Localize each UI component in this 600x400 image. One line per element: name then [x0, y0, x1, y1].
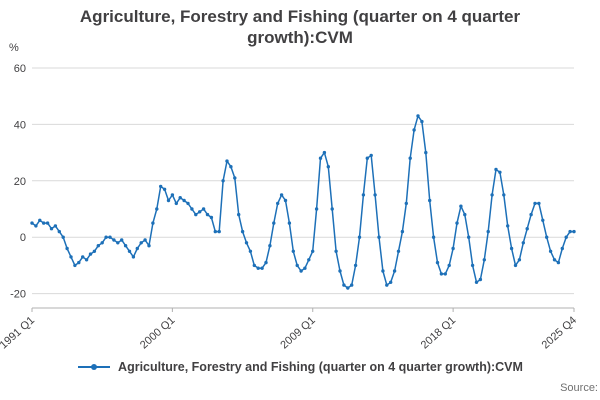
y-tick-label: -20: [10, 289, 26, 301]
plot-area: 60 40 20 0 -20 1991 Q1 2000 Q1 2009 Q1 2018 Q1 20…: [0, 63, 579, 351]
legend-label: Agriculture, Forestry and Fishing (quart…: [118, 360, 523, 374]
data-points: [30, 114, 576, 290]
y-tick-label: 0: [20, 232, 26, 244]
x-tick-label: 2009 Q1: [278, 314, 317, 351]
x-tick-labels: 1991 Q1 2000 Q1 2009 Q1 2018 Q1 2025 Q4: [0, 308, 579, 351]
legend: Agriculture, Forestry and Fishing (quart…: [0, 360, 600, 374]
x-tick-label: 2018 Q1: [419, 314, 458, 351]
legend-line-icon: [78, 364, 111, 370]
y-gridlines: [32, 67, 574, 295]
x-tick-label: 2025 Q4: [540, 314, 579, 351]
y-tick-label: 20: [14, 176, 26, 188]
y-tick-label: 60: [14, 63, 26, 75]
source-label: Source:: [560, 382, 598, 394]
y-tick-label: 40: [14, 119, 26, 131]
y-axis-unit-label: %: [9, 42, 19, 54]
y-tick-labels: 60 40 20 0 -20: [10, 63, 26, 301]
data-line: [31, 115, 574, 289]
x-tick-label: 2000 Q1: [138, 314, 177, 351]
x-tick-label: 1991 Q1: [0, 314, 37, 351]
chart-title: Agriculture, Forestry and Fishing (quart…: [79, 7, 521, 48]
